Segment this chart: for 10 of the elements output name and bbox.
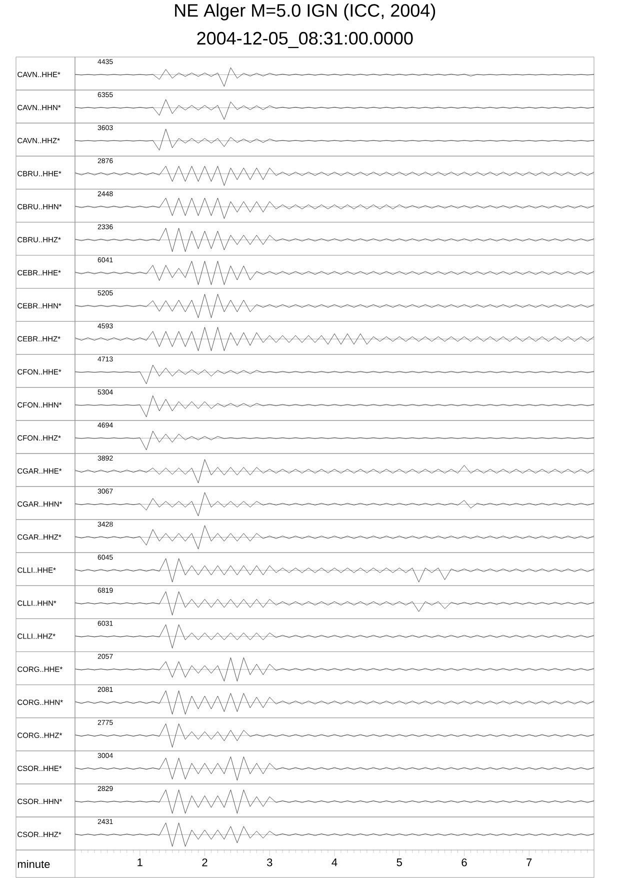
x-tick-label: 3 — [266, 858, 272, 866]
x-tick-label: 6 — [462, 858, 467, 866]
x-axis-title: minute — [18, 860, 50, 868]
chart-title: NE Alger M=5.0 IGN (ICC, 2004) — [175, 4, 436, 20]
chart-subtitle: 2004-12-05_08:31:00.0000 — [197, 32, 413, 48]
x-tick-label: 1 — [138, 858, 142, 866]
x-tick-label: 5 — [396, 858, 402, 866]
x-tick-label: 7 — [526, 858, 532, 866]
x-tick-label: 2 — [202, 858, 208, 866]
x-tick-label: 4 — [332, 858, 338, 866]
